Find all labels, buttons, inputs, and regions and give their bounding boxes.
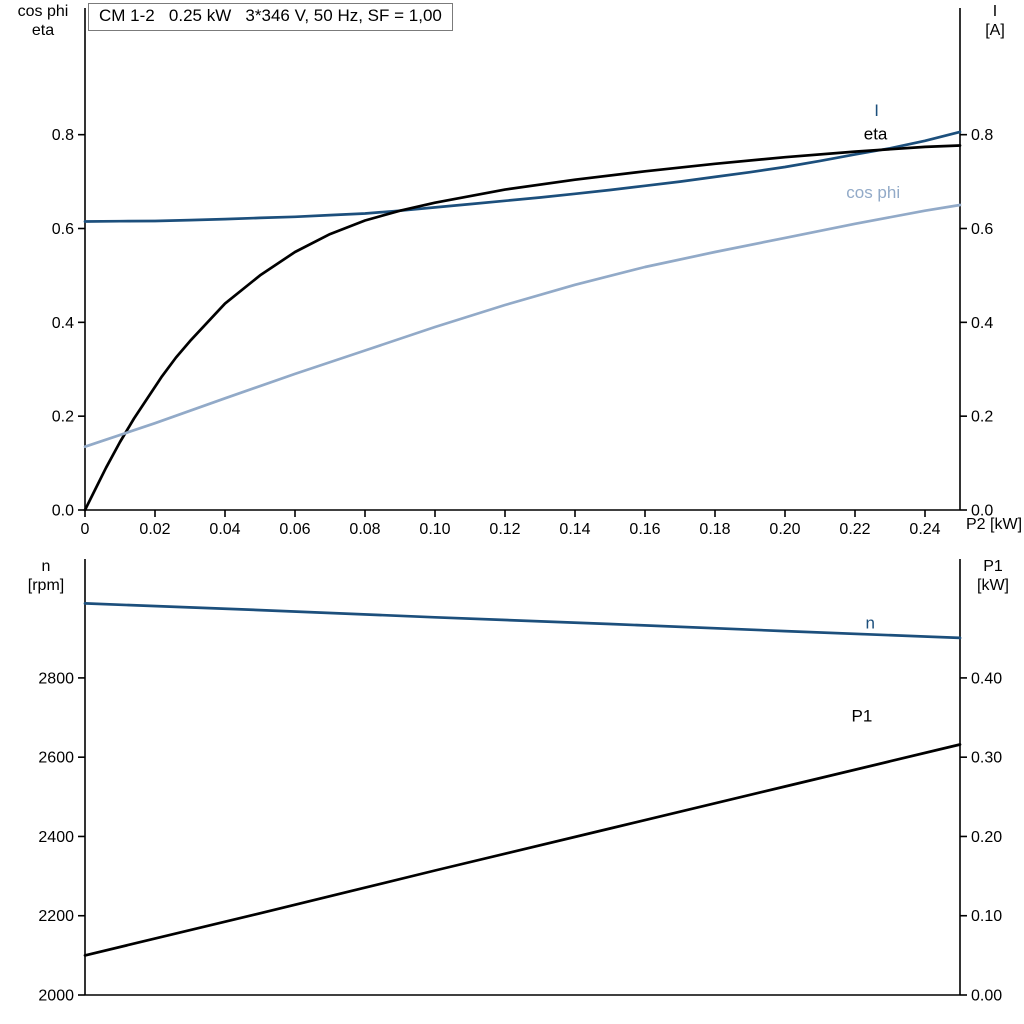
- bottom-right-axis-label-line1: P1: [983, 558, 1003, 575]
- x-tick-label: 0.06: [279, 521, 310, 538]
- top-left-axis-label-line2: eta: [31, 22, 55, 39]
- x-tick-label: 0: [81, 521, 90, 538]
- x-tick-label: 0.16: [629, 521, 660, 538]
- x-tick-label: 0.02: [139, 521, 170, 538]
- right-tick-label: 0.20: [971, 829, 1002, 846]
- right-tick-label: 0.40: [971, 670, 1002, 687]
- curve-P1: [83, 743, 962, 957]
- x-tick-label: 0.08: [349, 521, 380, 538]
- curve-label-n: n: [866, 613, 875, 632]
- right-tick-label: 0.6: [971, 221, 993, 238]
- x-axis-label: P2 [kW]: [966, 516, 1023, 533]
- right-tick-label: 0.2: [971, 409, 993, 426]
- curve-n: [83, 602, 962, 640]
- bottom-right-axis-label-line2: [kW]: [977, 577, 1009, 594]
- x-tick-label: 0.14: [559, 521, 590, 538]
- chart-title-box: CM 1-2 0.25 kW 3*346 V, 50 Hz, SF = 1,00: [88, 3, 453, 31]
- right-tick-label: 0.4: [971, 315, 993, 332]
- x-tick-label: 0.20: [769, 521, 800, 538]
- left-tick-label: 0.6: [52, 221, 74, 238]
- chart-top-motor-electrical: 0.0 0.2 0.4 0.6 0.8 0.0 0.2 0.4 0.6 0.8 0 0.02 0.04 0…: [52, 8, 993, 538]
- top-left-axis-label: cos phi eta: [4, 2, 82, 40]
- bottom-left-axis-label-line1: n: [41, 558, 51, 575]
- left-tick-label: 2400: [38, 829, 74, 846]
- x-tick-label: 0.12: [489, 521, 520, 538]
- x-tick-label: 0.10: [419, 521, 450, 538]
- right-tick-label: 0.0: [971, 503, 993, 520]
- curve-label-eta: eta: [864, 124, 888, 143]
- bottom-right-axis-label: P1 [kW]: [968, 557, 1018, 595]
- curve-label-cos-phi: cos phi: [846, 183, 900, 202]
- right-tick-label: 0.00: [971, 988, 1002, 1005]
- left-tick-label: 0.4: [52, 315, 74, 332]
- top-left-axis-label-line1: cos phi: [17, 3, 69, 20]
- top-right-axis-label: I [A]: [972, 2, 1018, 40]
- right-tick-label: 0.30: [971, 750, 1002, 767]
- curve-label-P1: P1: [852, 707, 873, 726]
- curve-I: [83, 130, 962, 223]
- left-tick-label: 2200: [38, 908, 74, 925]
- top-right-axis-label-line1: I: [992, 3, 998, 20]
- x-tick-label: 0.22: [839, 521, 870, 538]
- x-tick-label: 0.04: [209, 521, 240, 538]
- bottom-left-axis-label: n [rpm]: [8, 557, 84, 595]
- right-tick-label: 0.10: [971, 908, 1002, 925]
- curve-cos-phi: [83, 203, 962, 449]
- left-tick-label: 0.8: [52, 127, 74, 144]
- left-tick-label: 0.0: [52, 503, 74, 520]
- bottom-left-axis-label-line2: [rpm]: [27, 577, 65, 594]
- curve-eta: [83, 144, 962, 512]
- left-tick-label: 2000: [38, 988, 74, 1005]
- left-tick-label: 2600: [38, 750, 74, 767]
- x-tick-label: 0.18: [699, 521, 730, 538]
- right-tick-label: 0.8: [971, 127, 993, 144]
- curve-label-I: I: [874, 101, 879, 120]
- chart-bottom-speed-power: 2000 2200 2400 2600 2800 0.00 0.10 0.20 0.30 0.40…: [38, 559, 1002, 1005]
- left-tick-label: 2800: [38, 670, 74, 687]
- left-tick-label: 0.2: [52, 409, 74, 426]
- top-right-axis-label-line2: [A]: [985, 22, 1005, 39]
- x-tick-label: 0.24: [909, 521, 940, 538]
